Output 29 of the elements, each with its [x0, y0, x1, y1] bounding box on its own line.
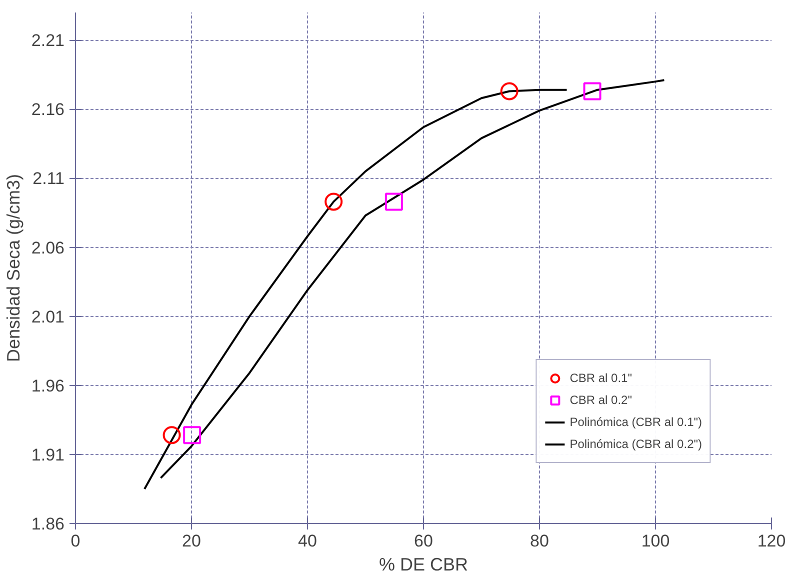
- x-tick-label: 40: [298, 532, 317, 550]
- legend-label: CBR al 0.2": [570, 393, 632, 407]
- x-axis-title: % DE CBR: [378, 554, 468, 574]
- x-tick-label: 120: [757, 532, 786, 550]
- y-tick-label: 2.16: [31, 100, 65, 120]
- line-series: [144, 88, 568, 490]
- point: [324, 192, 343, 211]
- y-tick-label: 1.91: [31, 445, 65, 464]
- point: [183, 426, 202, 444]
- x-tick-label: 80: [530, 532, 549, 550]
- x-tick-label: 60: [414, 532, 433, 550]
- legend-label: Polinómica (CBR al 0.2"): [570, 437, 702, 451]
- legend-label: CBR al 0.1": [570, 371, 632, 385]
- y-tick-label: 2.01: [31, 307, 65, 326]
- x-tick-label: 20: [182, 532, 201, 550]
- y-axis-title: Densidad Seca (g/cm3): [3, 174, 24, 362]
- y-tick-label: 1.96: [31, 376, 65, 396]
- legend-label: Polinómica (CBR al 0.1"): [570, 415, 702, 429]
- point: [384, 192, 403, 211]
- x-tick-label: 100: [641, 532, 670, 550]
- y-tick-label: 1.86: [31, 514, 65, 534]
- y-tick-label: 2.21: [31, 31, 65, 50]
- x-tick-label: 0: [70, 532, 80, 550]
- y-tick-label: 2.11: [32, 169, 65, 188]
- line-series: [160, 79, 666, 479]
- point: [583, 82, 602, 100]
- y-tick-label: 2.06: [31, 238, 65, 258]
- point: [162, 426, 181, 444]
- point: [500, 82, 518, 100]
